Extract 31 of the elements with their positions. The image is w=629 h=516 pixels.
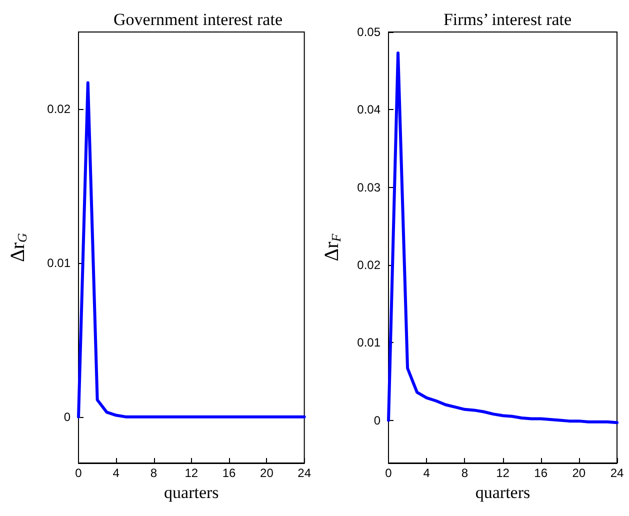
y-tick-label: 0.03: [357, 180, 381, 194]
x-tick-label: 12: [496, 466, 510, 480]
x-tick-label: 4: [423, 466, 430, 480]
x-tick-label: 24: [298, 466, 312, 480]
y-tick-label: 0.01: [47, 256, 71, 270]
y-tick-label: 0.04: [357, 102, 381, 117]
x-tick-label: 0: [75, 466, 82, 480]
y-axis-title: ΔrF: [321, 232, 344, 262]
chart-title: Firms’ interest rate: [443, 10, 572, 29]
x-tick-label: 20: [572, 466, 586, 480]
x-tick-label: 8: [150, 466, 158, 480]
y-axis-title: ΔrG: [7, 232, 30, 262]
x-axis-title: quarters: [475, 482, 530, 502]
x-tick-label: 20: [260, 466, 274, 480]
x-tick-label: 4: [112, 466, 120, 480]
line-series: [387, 51, 618, 424]
y-tick-label: 0.05: [357, 25, 381, 39]
x-tick-label: 0: [385, 466, 392, 480]
x-tick-label: 16: [534, 466, 548, 480]
y-tick-label: 0: [64, 410, 71, 424]
y-tick-label: 0.01: [357, 336, 381, 350]
y-tick-label: 0: [374, 413, 381, 428]
x-tick-label: 8: [461, 466, 468, 480]
x-tick-label: 24: [610, 466, 624, 480]
x-axis-title: quarters: [164, 482, 219, 502]
line-series: [77, 81, 306, 418]
y-tick-label: 0.02: [47, 102, 71, 116]
x-tick-label: 16: [222, 466, 236, 480]
chart-title: Government interest rate: [114, 10, 282, 29]
y-tick-label: 0.02: [357, 258, 381, 272]
x-tick-label: 12: [184, 466, 198, 480]
